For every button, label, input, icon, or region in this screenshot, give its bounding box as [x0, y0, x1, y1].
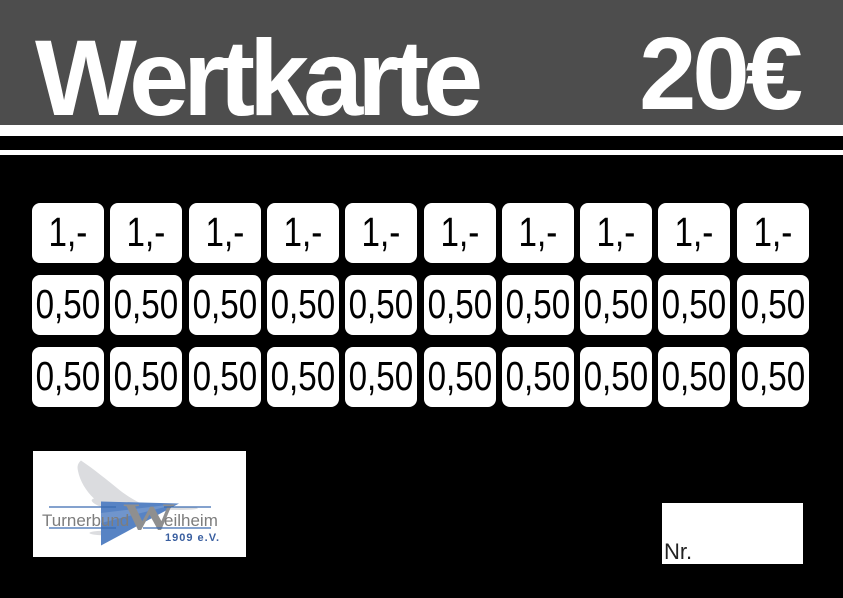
svg-text:1909 e.V.: 1909 e.V.: [165, 532, 220, 544]
svg-text:eilheim: eilheim: [164, 511, 218, 530]
svg-text:Turnerbund: Turnerbund: [42, 511, 129, 530]
